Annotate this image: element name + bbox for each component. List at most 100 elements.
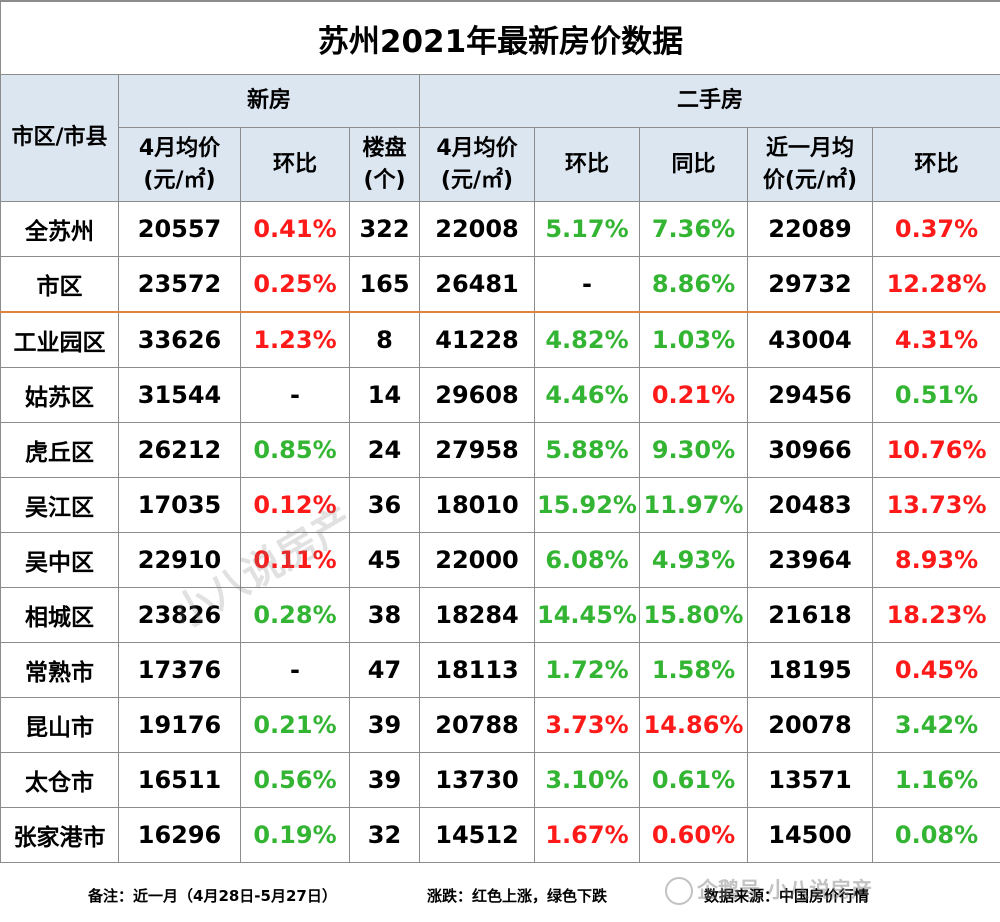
price-table: 苏州2021年最新房价数据 市区/市县 新房 二手房 4月均价(元/㎡) 环比 … [0,0,1000,863]
table-row: 吴江区 17035 0.12% 36 18010 15.92% 11.97% 20483 13.… [0,477,1000,533]
cell-sh-avg: 41228 [419,311,535,368]
footnote-legend: 涨跌：红色上涨，绿色下跌 [427,887,608,905]
cell-sh-yoy: 0.60% [639,807,748,863]
cell-recent-mom: 0.37% [871,201,1000,257]
table-row: 张家港市 16296 0.19% 32 14512 1.67% 0.60% 14500 0.08… [0,807,1000,863]
cell-district: 姑苏区 [0,367,119,423]
col-sh-recent-mom: 环比 [871,127,1000,202]
cell-new-mom: 0.28% [240,587,350,643]
col-new-mom: 环比 [240,127,350,202]
table-row: 昆山市 19176 0.21% 39 20788 3.73% 14.86% 20078 3.42… [0,697,1000,753]
table-row: 姑苏区 31544-14 29608 4.46% 0.21% 29456 0.51% [0,367,1000,423]
cell-projects: 36 [349,477,420,533]
cell-new-mom: 0.19% [240,807,350,863]
cell-recent-avg: 30966 [747,422,873,478]
cell-new-avg: 33626 [118,311,241,368]
cell-projects: 24 [349,422,420,478]
new-house-header: 新房 [118,74,420,128]
cell-new-mom: - [240,642,350,698]
table-title: 苏州2021年最新房价数据 [0,0,1000,75]
cell-district: 工业园区 [0,311,119,368]
cell-projects: 8 [349,311,420,368]
table-row: 常熟市 17376-47 18113 1.72% 1.58% 18195 0.45% [0,642,1000,698]
cell-sh-mom: 3.10% [534,752,640,808]
col-sh-mom: 环比 [534,127,640,202]
cell-sh-yoy: 0.61% [639,752,748,808]
cell-new-mom: 0.21% [240,697,350,753]
table-row: 相城区 23826 0.28% 38 18284 14.45% 15.80% 21618 18.… [0,587,1000,643]
second-hand-header: 二手房 [418,74,1000,128]
cell-sh-yoy: 1.03% [639,311,748,368]
cell-new-avg: 31544 [118,367,241,423]
cell-sh-mom: 4.82% [534,311,640,368]
cell-sh-avg: 22000 [419,532,535,588]
cell-sh-mom: 6.08% [534,532,640,588]
cell-new-mom: 0.25% [240,256,350,313]
cell-new-mom: 0.11% [240,532,350,588]
cell-sh-avg: 14512 [419,807,535,863]
cell-recent-avg: 20078 [747,697,873,753]
cell-sh-mom: 14.45% [534,587,640,643]
cell-district: 太仓市 [0,752,119,808]
cell-projects: 39 [349,697,420,753]
col-new-projects: 楼盘(个) [349,127,420,202]
col-sh-avg: 4月均价(元/㎡) [419,127,535,202]
cell-sh-yoy: 0.21% [639,367,748,423]
cell-recent-avg: 20483 [747,477,873,533]
cell-new-mom: 0.12% [240,477,350,533]
cell-sh-yoy: 8.86% [639,256,748,313]
cell-district: 张家港市 [0,807,119,863]
cell-recent-mom: 12.28% [871,256,1000,313]
cell-sh-yoy: 14.86% [639,697,748,753]
cell-sh-mom: 4.46% [534,367,640,423]
cell-sh-mom: 1.67% [534,807,640,863]
cell-recent-avg: 13571 [747,752,873,808]
cell-recent-avg: 29732 [747,256,873,313]
cell-new-avg: 17035 [118,477,241,533]
cell-projects: 45 [349,532,420,588]
cell-sh-mom: 5.17% [534,201,640,257]
cell-new-mom: - [240,367,350,423]
footnote-bar: 备注：近一月（4月28日-5月27日） 涨跌：红色上涨，绿色下跌 数据来源：中国… [0,868,1000,922]
cell-new-mom: 0.56% [240,752,350,808]
cell-recent-mom: 3.42% [871,697,1000,753]
cell-recent-mom: 13.73% [871,477,1000,533]
cell-recent-mom: 8.93% [871,532,1000,588]
cell-new-mom: 0.85% [240,422,350,478]
cell-sh-avg: 13730 [419,752,535,808]
col-sh-recent: 近一月均价(元/㎡) [747,127,873,202]
cell-sh-yoy: 11.97% [639,477,748,533]
cell-new-avg: 23826 [118,587,241,643]
cell-sh-mom: 15.92% [534,477,640,533]
cell-sh-mom: - [534,256,640,313]
cell-projects: 322 [349,201,420,257]
district-header: 市区/市县 [0,74,119,202]
cell-recent-mom: 1.16% [871,752,1000,808]
cell-sh-mom: 5.88% [534,422,640,478]
table-row: 工业园区 33626 1.23% 8 41228 4.82% 1.03% 43004 4.31% [0,311,1000,368]
cell-district: 昆山市 [0,697,119,753]
cell-recent-avg: 21618 [747,587,873,643]
cell-sh-avg: 22008 [419,201,535,257]
cell-district: 市区 [0,256,119,313]
table-row: 吴中区 22910 0.11% 45 22000 6.08% 4.93% 23964 8.93% [0,532,1000,588]
cell-recent-avg: 23964 [747,532,873,588]
cell-sh-avg: 18113 [419,642,535,698]
cell-new-mom: 0.41% [240,201,350,257]
cell-projects: 32 [349,807,420,863]
cell-new-avg: 20557 [118,201,241,257]
cell-sh-avg: 29608 [419,367,535,423]
table-row: 全苏州 20557 0.41% 322 22008 5.17% 7.36% 22089 0.37… [0,201,1000,257]
footnote-remark: 备注：近一月（4月28日-5月27日） [88,887,337,905]
cell-recent-mom: 10.76% [871,422,1000,478]
cell-recent-mom: 0.08% [871,807,1000,863]
cell-recent-mom: 0.45% [871,642,1000,698]
cell-new-mom: 1.23% [240,311,350,368]
cell-sh-avg: 18284 [419,587,535,643]
cell-recent-avg: 14500 [747,807,873,863]
cell-new-avg: 26212 [118,422,241,478]
cell-sh-avg: 27958 [419,422,535,478]
cell-district: 相城区 [0,587,119,643]
cell-district: 吴中区 [0,532,119,588]
